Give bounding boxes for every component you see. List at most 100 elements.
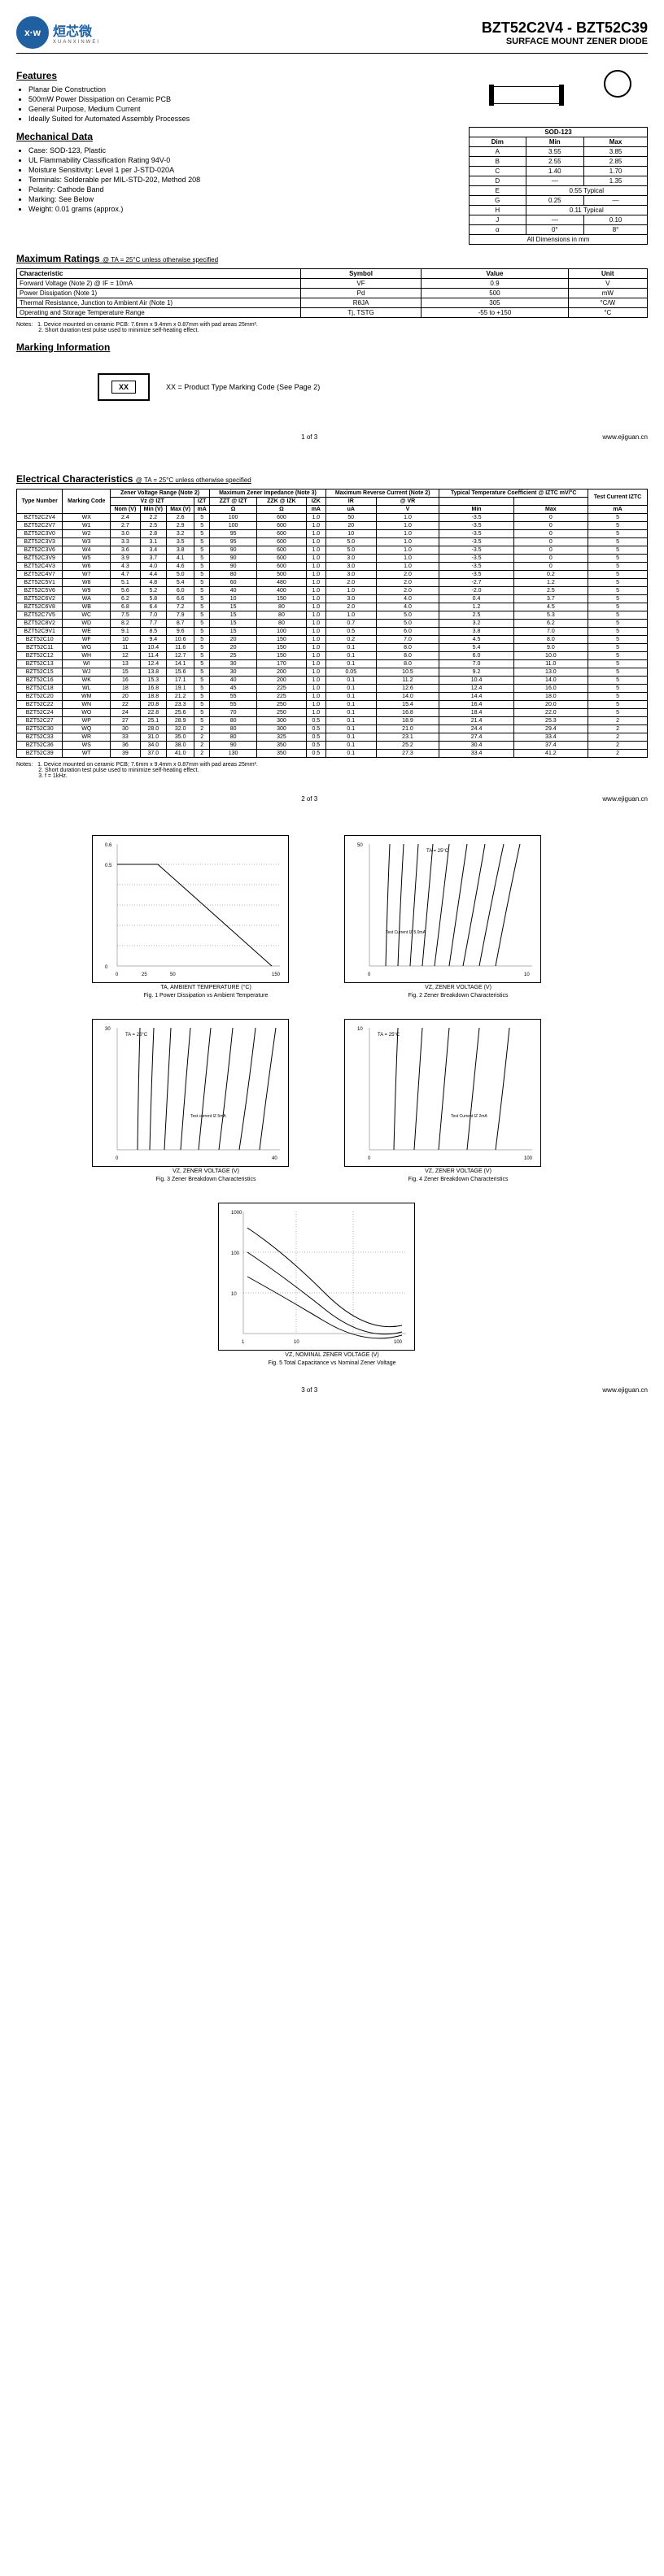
svg-text:1: 1 xyxy=(242,1340,245,1345)
package-drawing: SOD-123 DimMinMax A3.553.85B2.552.85C1.4… xyxy=(469,62,648,245)
svg-text:25: 25 xyxy=(142,973,147,977)
table-row: BZT52C13WI1312.414.15301701.00.18.07.011… xyxy=(17,660,648,668)
svg-text:0: 0 xyxy=(368,1156,371,1161)
page-3: Pd, POWER DISSIPATION (W) 0.50.600255015… xyxy=(16,835,648,1394)
table-row: BZT52C8V2WD8.27.78.7515801.00.75.03.26.2… xyxy=(17,620,648,628)
chart-5: CT, TOTAL CAPACITANCE (pF) 1000100101101… xyxy=(218,1203,446,1366)
svg-text:0: 0 xyxy=(116,973,119,977)
table-row: BZT52C39WT3937.041.021303500.50.127.333.… xyxy=(17,750,648,758)
table-row: Forward Voltage (Note 2) @ IF = 10mAVF0.… xyxy=(17,279,648,289)
page-1: x·w 烜芯微 XUANXINWEI BZT52C2V4 - BZT52C39 … xyxy=(16,16,648,441)
marking-heading: Marking Information xyxy=(16,342,648,353)
svg-text:50: 50 xyxy=(357,843,363,848)
table-row: E0.55 Typical xyxy=(470,186,648,196)
table-row: H0.11 Typical xyxy=(470,206,648,215)
logo-subtext: XUANXINWEI xyxy=(53,40,100,45)
notes-1: Notes: 1. Device mounted on ceramic PCB:… xyxy=(16,322,648,333)
features-heading: Features xyxy=(16,70,452,81)
mech-item: Marking: See Below xyxy=(28,195,452,203)
svg-text:100: 100 xyxy=(524,1156,533,1161)
table-row: BZT52C9V1WE9.18.59.65151001.00.56.03.87.… xyxy=(17,628,648,636)
table-row: BZT52C22WN2220.823.35552501.00.115.416.4… xyxy=(17,701,648,709)
feature-item: 500mW Power Dissipation on Ceramic PCB xyxy=(28,95,452,103)
svg-text:1000: 1000 xyxy=(231,1211,242,1216)
svg-text:0.5: 0.5 xyxy=(105,864,112,868)
page-footer: 3 of 3www.ejiguan.cn xyxy=(16,1386,648,1394)
dimensions-table: SOD-123 DimMinMax A3.553.85B2.552.85C1.4… xyxy=(469,127,648,245)
mech-item: Case: SOD-123, Plastic xyxy=(28,146,452,154)
mechanical-heading: Mechanical Data xyxy=(16,131,452,142)
logo-text: 烜芯微 xyxy=(53,20,100,40)
maxratings-heading: Maximum Ratings @ TA = 25°C unless other… xyxy=(16,253,648,264)
table-row: BZT52C3V9W53.93.74.15906001.03.01.0-3.50… xyxy=(17,555,648,563)
table-row: BZT52C2V7W12.72.52.951006001.0201.0-3.50… xyxy=(17,522,648,530)
table-row: BZT52C30WQ3028.032.02803000.50.121.024.4… xyxy=(17,725,648,733)
svg-text:10: 10 xyxy=(231,1292,237,1297)
feature-item: Planar Die Construction xyxy=(28,85,452,94)
svg-text:Test Current IZ 5.0mA: Test Current IZ 5.0mA xyxy=(386,930,426,935)
table-row: BZT52C7V5WC7.57.07.9515801.01.05.02.55.3… xyxy=(17,611,648,620)
table-row: BZT52C4V7W74.74.45.05805001.03.02.0-3.50… xyxy=(17,571,648,579)
chart-1: Pd, POWER DISSIPATION (W) 0.50.600255015… xyxy=(92,835,320,999)
svg-text:10: 10 xyxy=(524,973,530,977)
table-row: BZT52C3V6W43.63.43.85906001.05.01.0-3.50… xyxy=(17,546,648,555)
ec-heading: Electrical Characteristics @ TA = 25°C u… xyxy=(16,473,648,485)
table-row: α0°8° xyxy=(470,225,648,235)
marking-desc: XX = Product Type Marking Code (See Page… xyxy=(166,383,320,391)
mech-item: Polarity: Cathode Band xyxy=(28,185,452,194)
svg-text:50: 50 xyxy=(170,973,176,977)
dim-footer: All Dimensions in mm xyxy=(470,235,648,245)
notes-2: Notes: 1. Device mounted on ceramic PCB;… xyxy=(16,762,648,779)
table-row: BZT52C3V3W33.33.13.55956001.05.01.0-3.50… xyxy=(17,538,648,546)
mechanical-list: Case: SOD-123, Plastic UL Flammability C… xyxy=(28,146,452,213)
chart-2: IZ, ZENER CURRENT (mA) TA = 25°CTest Cur… xyxy=(344,835,572,999)
svg-text:TA = 25°C: TA = 25°C xyxy=(378,1033,400,1038)
page-footer: 2 of 3www.ejiguan.cn xyxy=(16,795,648,803)
dim-title: SOD-123 xyxy=(470,128,648,137)
svg-text:10: 10 xyxy=(294,1340,299,1345)
logo: x·w 烜芯微 XUANXINWEI xyxy=(16,16,100,49)
svg-text:40: 40 xyxy=(272,1156,277,1161)
svg-text:0.6: 0.6 xyxy=(105,843,112,848)
table-row: BZT52C36WS3634.038.02903500.50.125.230.4… xyxy=(17,742,648,750)
table-row: D—1.35 xyxy=(470,176,648,186)
marking-diagram: XX XX = Product Type Marking Code (See P… xyxy=(98,357,648,417)
table-row: BZT52C12WH1211.412.75251501.00.18.06.010… xyxy=(17,652,648,660)
chart-3: IZ, ZENER CURRENT (mA) TA = 25°CTest cur… xyxy=(92,1019,320,1182)
svg-text:30: 30 xyxy=(105,1027,111,1032)
svg-text:0: 0 xyxy=(105,965,108,970)
mech-item: Moisture Sensitivity: Level 1 per J-STD-… xyxy=(28,166,452,174)
subtitle: SURFACE MOUNT ZENER DIODE xyxy=(482,37,648,46)
svg-text:Test Current IZ 2mA: Test Current IZ 2mA xyxy=(451,1114,487,1119)
part-number: BZT52C2V4 - BZT52C39 xyxy=(482,20,648,37)
svg-text:TA = 25°C: TA = 25°C xyxy=(125,1033,148,1038)
svg-text:100: 100 xyxy=(394,1340,403,1345)
mech-item: Weight: 0.01 grams (approx.) xyxy=(28,205,452,213)
svg-text:100: 100 xyxy=(231,1251,240,1256)
table-row: G0.25— xyxy=(470,196,648,206)
logo-icon: x·w xyxy=(16,16,49,49)
table-row: BZT52C10WF109.410.65201501.00.27.04.58.0… xyxy=(17,636,648,644)
header: x·w 烜芯微 XUANXINWEI BZT52C2V4 - BZT52C39 … xyxy=(16,16,648,54)
table-row: BZT52C5V6W95.65.26.05404001.01.02.0-2.02… xyxy=(17,587,648,595)
svg-text:10: 10 xyxy=(357,1027,363,1032)
svg-text:0: 0 xyxy=(368,973,371,977)
table-row: BZT52C6V2WA6.25.86.65101501.03.04.00.43.… xyxy=(17,595,648,603)
table-row: BZT52C15WJ1513.815.65302001.00.0510.59.2… xyxy=(17,668,648,677)
table-row: B2.552.85 xyxy=(470,157,648,167)
table-row: J—0.10 xyxy=(470,215,648,225)
table-row: BZT52C6V8WB6.86.47.2515801.02.04.01.24.5… xyxy=(17,603,648,611)
mech-item: UL Flammability Classification Rating 94… xyxy=(28,156,452,164)
table-row: BZT52C3V0W23.02.83.25956001.0101.0-3.505 xyxy=(17,530,648,538)
table-row: BZT52C2V4WX2.42.22.651006001.0501.0-3.50… xyxy=(17,514,648,522)
table-row: BZT52C5V1W85.14.85.45604801.02.02.0-2.71… xyxy=(17,579,648,587)
maxratings-table: CharacteristicSymbolValueUnit Forward Vo… xyxy=(16,268,648,318)
page-footer: 1 of 3www.ejiguan.cn xyxy=(16,433,648,441)
table-row: Thermal Resistance, Junction to Ambient … xyxy=(17,298,648,308)
svg-text:150: 150 xyxy=(272,973,281,977)
table-row: Power Dissipation (Note 1)Pd500mW xyxy=(17,289,648,298)
table-row: BZT52C24WO2422.825.65702501.00.116.818.4… xyxy=(17,709,648,717)
table-row: A3.553.85 xyxy=(470,147,648,157)
svg-text:0: 0 xyxy=(116,1156,119,1161)
table-row: BZT52C33WR3331.035.02803250.50.123.127.4… xyxy=(17,733,648,742)
